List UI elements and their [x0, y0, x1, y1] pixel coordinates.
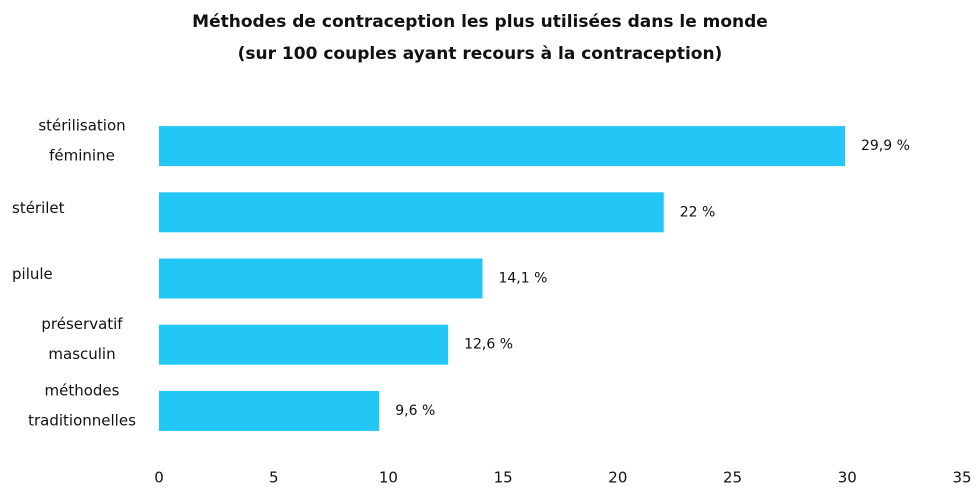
x-tick-label: 20: [608, 469, 627, 487]
x-tick-label: 0: [154, 469, 164, 487]
y-tick-label: pilule: [12, 265, 53, 283]
value-label: 12,6 %: [464, 337, 513, 353]
y-tick-label: masculin: [48, 345, 115, 363]
bar: [159, 258, 483, 299]
x-tick-label: 35: [952, 469, 971, 487]
bar: [159, 390, 380, 431]
bar: [159, 324, 449, 365]
value-label: 29,9 %: [861, 138, 910, 154]
y-tick-label: préservatif: [41, 315, 123, 333]
x-tick-label: 5: [269, 469, 279, 487]
x-tick-label: 10: [379, 469, 398, 487]
bar: [159, 126, 845, 167]
value-label: 14,1 %: [498, 271, 547, 287]
value-label: 9,6 %: [395, 403, 435, 419]
chart-subtitle: (sur 100 couples ayant recours à la cont…: [238, 44, 723, 64]
value-label: 22 %: [680, 204, 716, 220]
chart-title: Méthodes de contraception les plus utili…: [192, 12, 768, 32]
y-tick-label: stérilisation: [38, 117, 125, 135]
x-tick-label: 30: [838, 469, 857, 487]
y-tick-label: féminine: [49, 147, 115, 165]
y-tick-label: stérilet: [12, 199, 65, 217]
y-tick-label: traditionnelles: [28, 411, 136, 429]
bar: [159, 192, 664, 233]
x-tick-label: 15: [494, 469, 513, 487]
x-tick-label: 25: [723, 469, 742, 487]
y-tick-label: méthodes: [45, 381, 120, 399]
